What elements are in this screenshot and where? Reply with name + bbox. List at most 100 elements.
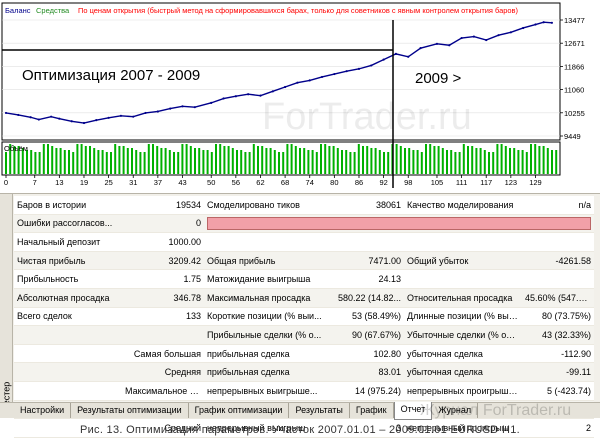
volume-bar (231, 148, 234, 174)
balance-point (70, 120, 73, 123)
report-cell: Абсолютная просадка (14, 288, 122, 308)
volume-bar (462, 144, 465, 174)
report-cell: 83.01 (334, 362, 404, 382)
volume-bar (84, 146, 87, 174)
balance-point (58, 117, 61, 120)
series-layer (4, 21, 553, 125)
report-row: Средний непрерывный выигрыш 3 непрерывный п… (14, 418, 594, 438)
balance-point (17, 113, 20, 117)
tab-1[interactable]: Результаты оптимизации (71, 403, 189, 418)
report-cell: Максимальное количество (122, 381, 204, 401)
volume-bar (156, 146, 159, 174)
report-cell: Прибыльность (14, 269, 122, 289)
volume-bar (387, 152, 390, 174)
y-tick-label: 10255 (564, 109, 585, 118)
report-row: Ошибки рассогласов... 0 (14, 214, 594, 234)
y-tick-label: 12671 (564, 39, 585, 48)
volume-bar (290, 144, 293, 174)
volume-bar (131, 148, 133, 174)
chart-grid (2, 19, 560, 137)
volume-bar (93, 148, 96, 174)
balance-point (4, 111, 8, 115)
volume-bar (395, 144, 398, 174)
mismatch-error-bar (204, 214, 594, 234)
volume-bar (483, 150, 486, 174)
volume-bar (357, 144, 360, 174)
volume-bar (269, 148, 272, 174)
report-row: Начальный депозит 1000.00 (14, 232, 594, 252)
volume-bar (257, 146, 259, 174)
balance-point (296, 81, 299, 84)
x-tick-label: 80 (330, 178, 338, 187)
tab-6[interactable]: Журнал (432, 403, 479, 418)
volume-bar (198, 148, 201, 174)
report-cell (14, 325, 122, 345)
balance-point (222, 97, 225, 100)
y-tick-label: 13477 (564, 16, 585, 25)
x-tick-label: 111 (456, 178, 467, 187)
balance-point (284, 85, 287, 89)
x-tick-label: 105 (431, 178, 444, 187)
legend-equity: Средства (36, 6, 70, 15)
volume-bar (114, 144, 117, 174)
volume-bar (143, 152, 146, 174)
report-row: Всего сделок 133 Короткие позиции (% выи..… (14, 307, 594, 327)
volume-bar (551, 150, 553, 174)
volume-bar (282, 152, 285, 174)
report-cell (334, 232, 404, 252)
plot-frame (1, 2, 561, 141)
balance-point (193, 106, 196, 109)
volume-frame (1, 141, 561, 176)
volume-bar (345, 150, 348, 174)
volume-bar (446, 150, 448, 174)
balance-line (5, 21, 552, 124)
report-row: Самая большая прибыльная сделка 102.80 убыт… (14, 344, 594, 364)
volume-bar (63, 150, 66, 174)
volume-bar (105, 152, 108, 174)
volume-bar (278, 152, 280, 174)
report-cell: Общий убыток (404, 251, 522, 271)
report-cell: -99.11 (522, 362, 594, 382)
volume-bar (458, 152, 461, 174)
volume-bar (273, 150, 276, 174)
tab-3[interactable]: Результаты (289, 403, 350, 418)
report-cell: 5 (-423.74) (522, 381, 594, 401)
tab-2[interactable]: График оптимизации (189, 403, 290, 418)
balance-chart: 13477 12671 11866 11060 10255 9449 0 7 13 19 25 31… (0, 0, 600, 190)
report-cell (522, 232, 594, 252)
report-cell: 43 (32.33%) (522, 325, 594, 345)
tab-5[interactable]: Отчет (393, 402, 433, 420)
report-row: Прибыльные сделки (% о... 90 (67.67%) Убыт… (14, 325, 594, 345)
balance-point (435, 42, 439, 45)
volume-bar (530, 144, 532, 174)
balance-point (407, 55, 410, 58)
volume-bar (450, 150, 453, 174)
volume-bar (194, 148, 196, 174)
report-cell: 580.22 (14.82... (334, 288, 404, 308)
volume-bar (408, 148, 411, 174)
report-cell: Матожидание выигрыша (204, 269, 334, 289)
balance-point (522, 26, 525, 30)
balance-point (448, 44, 451, 47)
balance-point (169, 107, 172, 110)
volume-bar (488, 152, 490, 174)
report-cell: Начальный депозит (14, 232, 122, 252)
balance-point (82, 121, 86, 125)
balance-point (534, 23, 537, 26)
balance-point (37, 118, 40, 121)
report-cell: Средняя (122, 362, 204, 382)
x-tick-label: 19 (80, 178, 88, 187)
tab-0[interactable]: Настройки (14, 403, 72, 418)
report-cell: Смоделировано тиков (204, 196, 334, 215)
volume-bars (5, 144, 558, 174)
volume-bar (181, 144, 184, 174)
report-cell: Относительная просадка (404, 288, 522, 308)
balance-point (181, 105, 184, 108)
volume-bar (215, 144, 217, 174)
balance-point (472, 35, 476, 38)
volume-bar (307, 150, 310, 174)
volume-bar (126, 148, 129, 174)
tab-4[interactable]: График (350, 403, 394, 418)
x-tick-label: 7 (33, 178, 37, 187)
volume-bar (261, 146, 264, 174)
